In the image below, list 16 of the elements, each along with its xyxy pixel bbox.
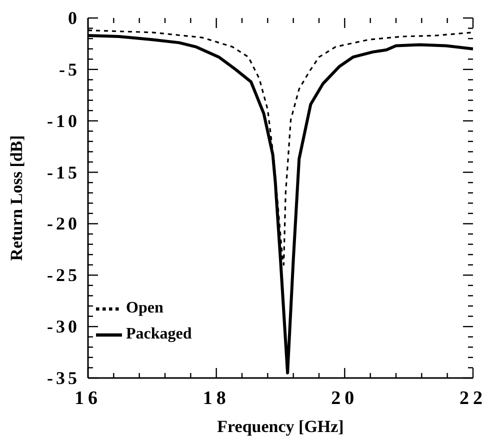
y-tick-label: -30	[47, 316, 80, 337]
x-axis-title: Frequency [GHz]	[217, 417, 344, 436]
x-tick-label: 16	[74, 388, 102, 409]
x-tick-label: 22	[460, 388, 486, 409]
y-tick-label: -35	[47, 368, 80, 388]
legend-label: Open	[126, 300, 164, 317]
y-axis-title: Return Loss [dB]	[7, 135, 26, 261]
y-tick-label: -10	[47, 110, 80, 131]
y-tick-label: -5	[59, 59, 80, 80]
y-tick-label: -15	[47, 162, 80, 182]
y-tick-label: 0	[68, 8, 80, 28]
x-tick-label: 20	[331, 388, 358, 409]
x-tick-label: 18	[202, 388, 230, 409]
legend-label: Packaged	[126, 326, 192, 343]
y-tick-label: -25	[47, 265, 80, 286]
y-tick-label: -20	[47, 214, 80, 234]
